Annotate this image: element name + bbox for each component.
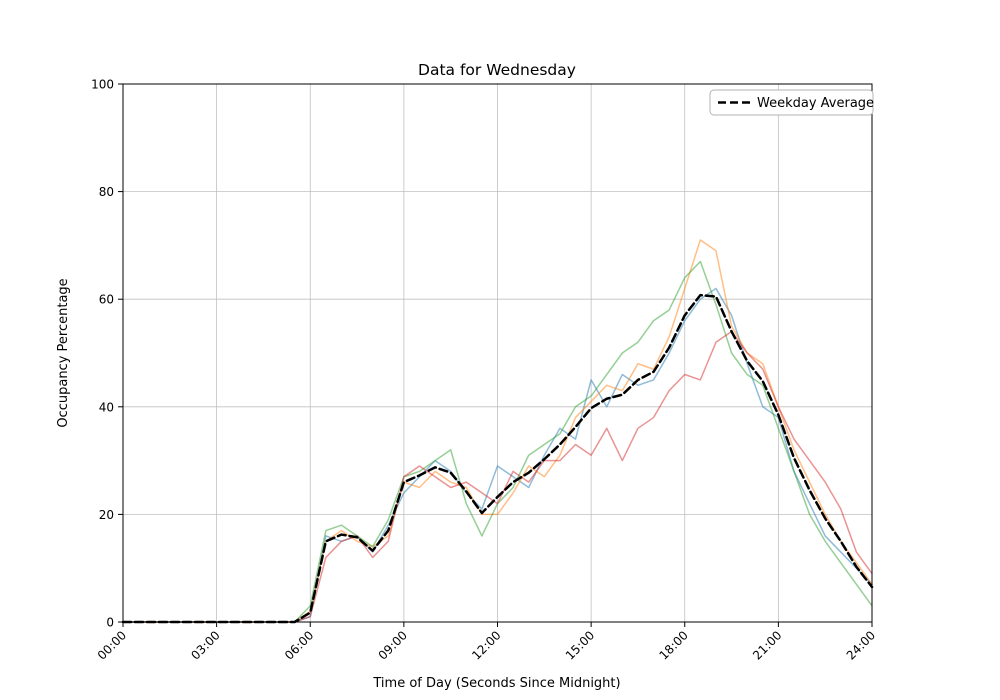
legend-box (709, 89, 874, 116)
chart-title: Data for Wednesday (418, 61, 576, 79)
y-tick-label: 20 (99, 508, 114, 522)
x-axis-label: Time of Day (Seconds Since Midnight) (372, 676, 620, 691)
x-tick-label: 06:00 (282, 628, 316, 662)
x-tick-label: 15:00 (563, 628, 597, 662)
x-tick-label: 09:00 (376, 628, 410, 662)
x-tick-label: 03:00 (188, 628, 222, 662)
y-tick-label: 80 (99, 185, 114, 199)
legend: Weekday Average (709, 89, 874, 116)
y-tick-label: 40 (99, 400, 114, 414)
x-tick-label: 00:00 (95, 628, 129, 662)
y-tick-label: 60 (99, 293, 114, 307)
x-tick-label: 24:00 (844, 628, 878, 662)
x-tick-label: 18:00 (657, 628, 691, 662)
legend-average-label: Weekday Average (757, 96, 874, 111)
y-tick-label: 0 (106, 616, 114, 630)
x-tick-label: 12:00 (469, 628, 503, 662)
y-axis-label: Occupancy Percentage (56, 278, 71, 427)
grid-layer (122, 83, 873, 623)
tick-layer: 00:00 03:00 06:00 09:00 12:00 15:00 18:00 21:00… (91, 78, 878, 663)
y-tick-label: 100 (91, 78, 114, 92)
x-tick-label: 21:00 (750, 628, 784, 662)
